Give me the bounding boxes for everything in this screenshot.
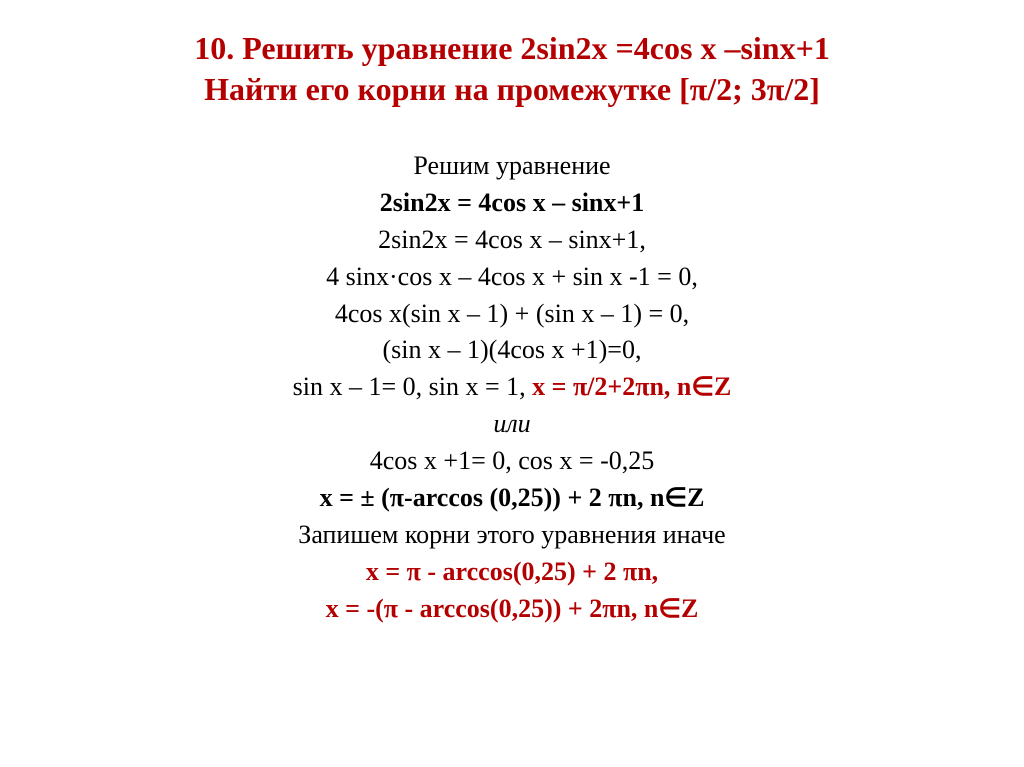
answer-1: x = π - arccos(0,25) + 2 πn,: [293, 554, 732, 591]
step-7-answer: x = ± (π-arccos (0,25)) + 2 πn, n∈Z: [293, 480, 732, 517]
solution-body: Решим уравнение 2sin2x = 4cos x – sinx+1…: [293, 148, 732, 628]
step-4: (sin x – 1)(4cos x +1)=0,: [293, 332, 732, 369]
equation-bold: 2sin2x = 4cos x – sinx+1: [293, 185, 732, 222]
answer-2: x = -(π - arccos(0,25)) + 2πn, n∈Z: [293, 591, 732, 628]
problem-title: 10. Решить уравнение 2sin2x =4cos x –sin…: [194, 28, 830, 110]
step-2: 4 sinx·cos x – 4cos x + sin x -1 = 0,: [293, 259, 732, 296]
step-3: 4cos x(sin x – 1) + (sin x – 1) = 0,: [293, 296, 732, 333]
page-root: 10. Решить уравнение 2sin2x =4cos x –sin…: [0, 0, 1024, 767]
step-6: 4cos x +1= 0, cos x = -0,25: [293, 443, 732, 480]
step-1: 2sin2x = 4cos x – sinx+1,: [293, 222, 732, 259]
step-5-prefix: sin x – 1= 0, sin x = 1,: [293, 372, 533, 401]
intro-text: Решим уравнение: [293, 148, 732, 185]
rewrite-note: Запишем корни этого уравнения иначе: [293, 517, 732, 554]
step-5: sin x – 1= 0, sin x = 1, x = π/2+2πn, n∈…: [293, 369, 732, 406]
step-5-answer: x = π/2+2πn, n∈Z: [532, 372, 731, 401]
or-separator: или: [293, 406, 732, 443]
title-line-1: 10. Решить уравнение 2sin2x =4cos x –sin…: [194, 28, 830, 69]
title-line-2: Найти его корни на промежутке [π/2; 3π/2…: [194, 69, 830, 110]
